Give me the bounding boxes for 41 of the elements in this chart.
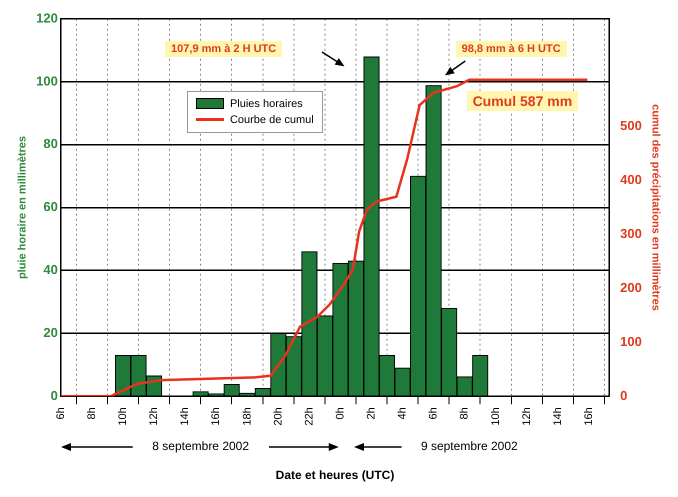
y-tick-label: 120 <box>36 10 58 26</box>
y-tick-label: 100 <box>36 73 58 88</box>
y-tick-label: 60 <box>43 199 58 214</box>
x-tick-label: 22h <box>303 407 316 426</box>
y-tick-label: 20 <box>43 324 58 340</box>
y-tick-label: 80 <box>43 136 58 152</box>
x-tick-label: 2h <box>366 407 378 420</box>
x-tick-label: 0h <box>334 407 346 420</box>
x-tick-label: 12h <box>148 407 160 426</box>
y2-tick-label: 400 <box>620 172 642 188</box>
y2-tick-label: 200 <box>620 280 642 295</box>
x-tick-label: 14h <box>552 407 564 426</box>
y2-tick-label: 300 <box>620 226 642 242</box>
x-tick-label: 16h <box>210 407 222 426</box>
x-tick-label: 8h <box>86 407 98 420</box>
y-tick-label: 40 <box>43 262 58 278</box>
text: 8 septembre 2002 <box>151 439 250 453</box>
text: 9 septembre 2002 <box>420 439 519 453</box>
x-tick-label: 4h <box>396 407 409 420</box>
y-axis-title: pluie horaire en millimètres <box>16 136 29 280</box>
x-tick-label: 6h <box>428 407 440 420</box>
x-tick-label: 6h <box>54 407 67 420</box>
legend-label: Courbe de cumul <box>230 114 314 126</box>
annotation: 107,9 mm à 2 H UTC <box>165 41 282 58</box>
annotation: Cumul 587 mm <box>466 90 578 110</box>
x-tick-label: 12h <box>520 407 533 426</box>
annotation: 98,8 mm à 6 H UTC <box>456 41 567 58</box>
x-tick-label: 10h <box>490 407 502 426</box>
y2-tick-label: 0 <box>620 388 628 403</box>
y2-axis-title: cumul des précipitations en millimètres <box>649 104 662 311</box>
x-tick-label: 8h <box>458 407 471 420</box>
x-tick-label: 20h <box>272 407 284 426</box>
y2-tick-label: 500 <box>620 118 642 134</box>
x-tick-label: 18h <box>241 407 254 426</box>
x-axis-title: Date et heures (UTC) <box>276 468 394 482</box>
x-tick-label: 10h <box>117 407 130 426</box>
x-tick-label: 16h <box>582 407 595 426</box>
y2-tick-label: 100 <box>620 334 642 349</box>
legend-label: Pluies horaires <box>230 98 303 110</box>
y-tick-label: 0 <box>50 388 58 403</box>
x-tick-label: 14h <box>179 407 192 426</box>
